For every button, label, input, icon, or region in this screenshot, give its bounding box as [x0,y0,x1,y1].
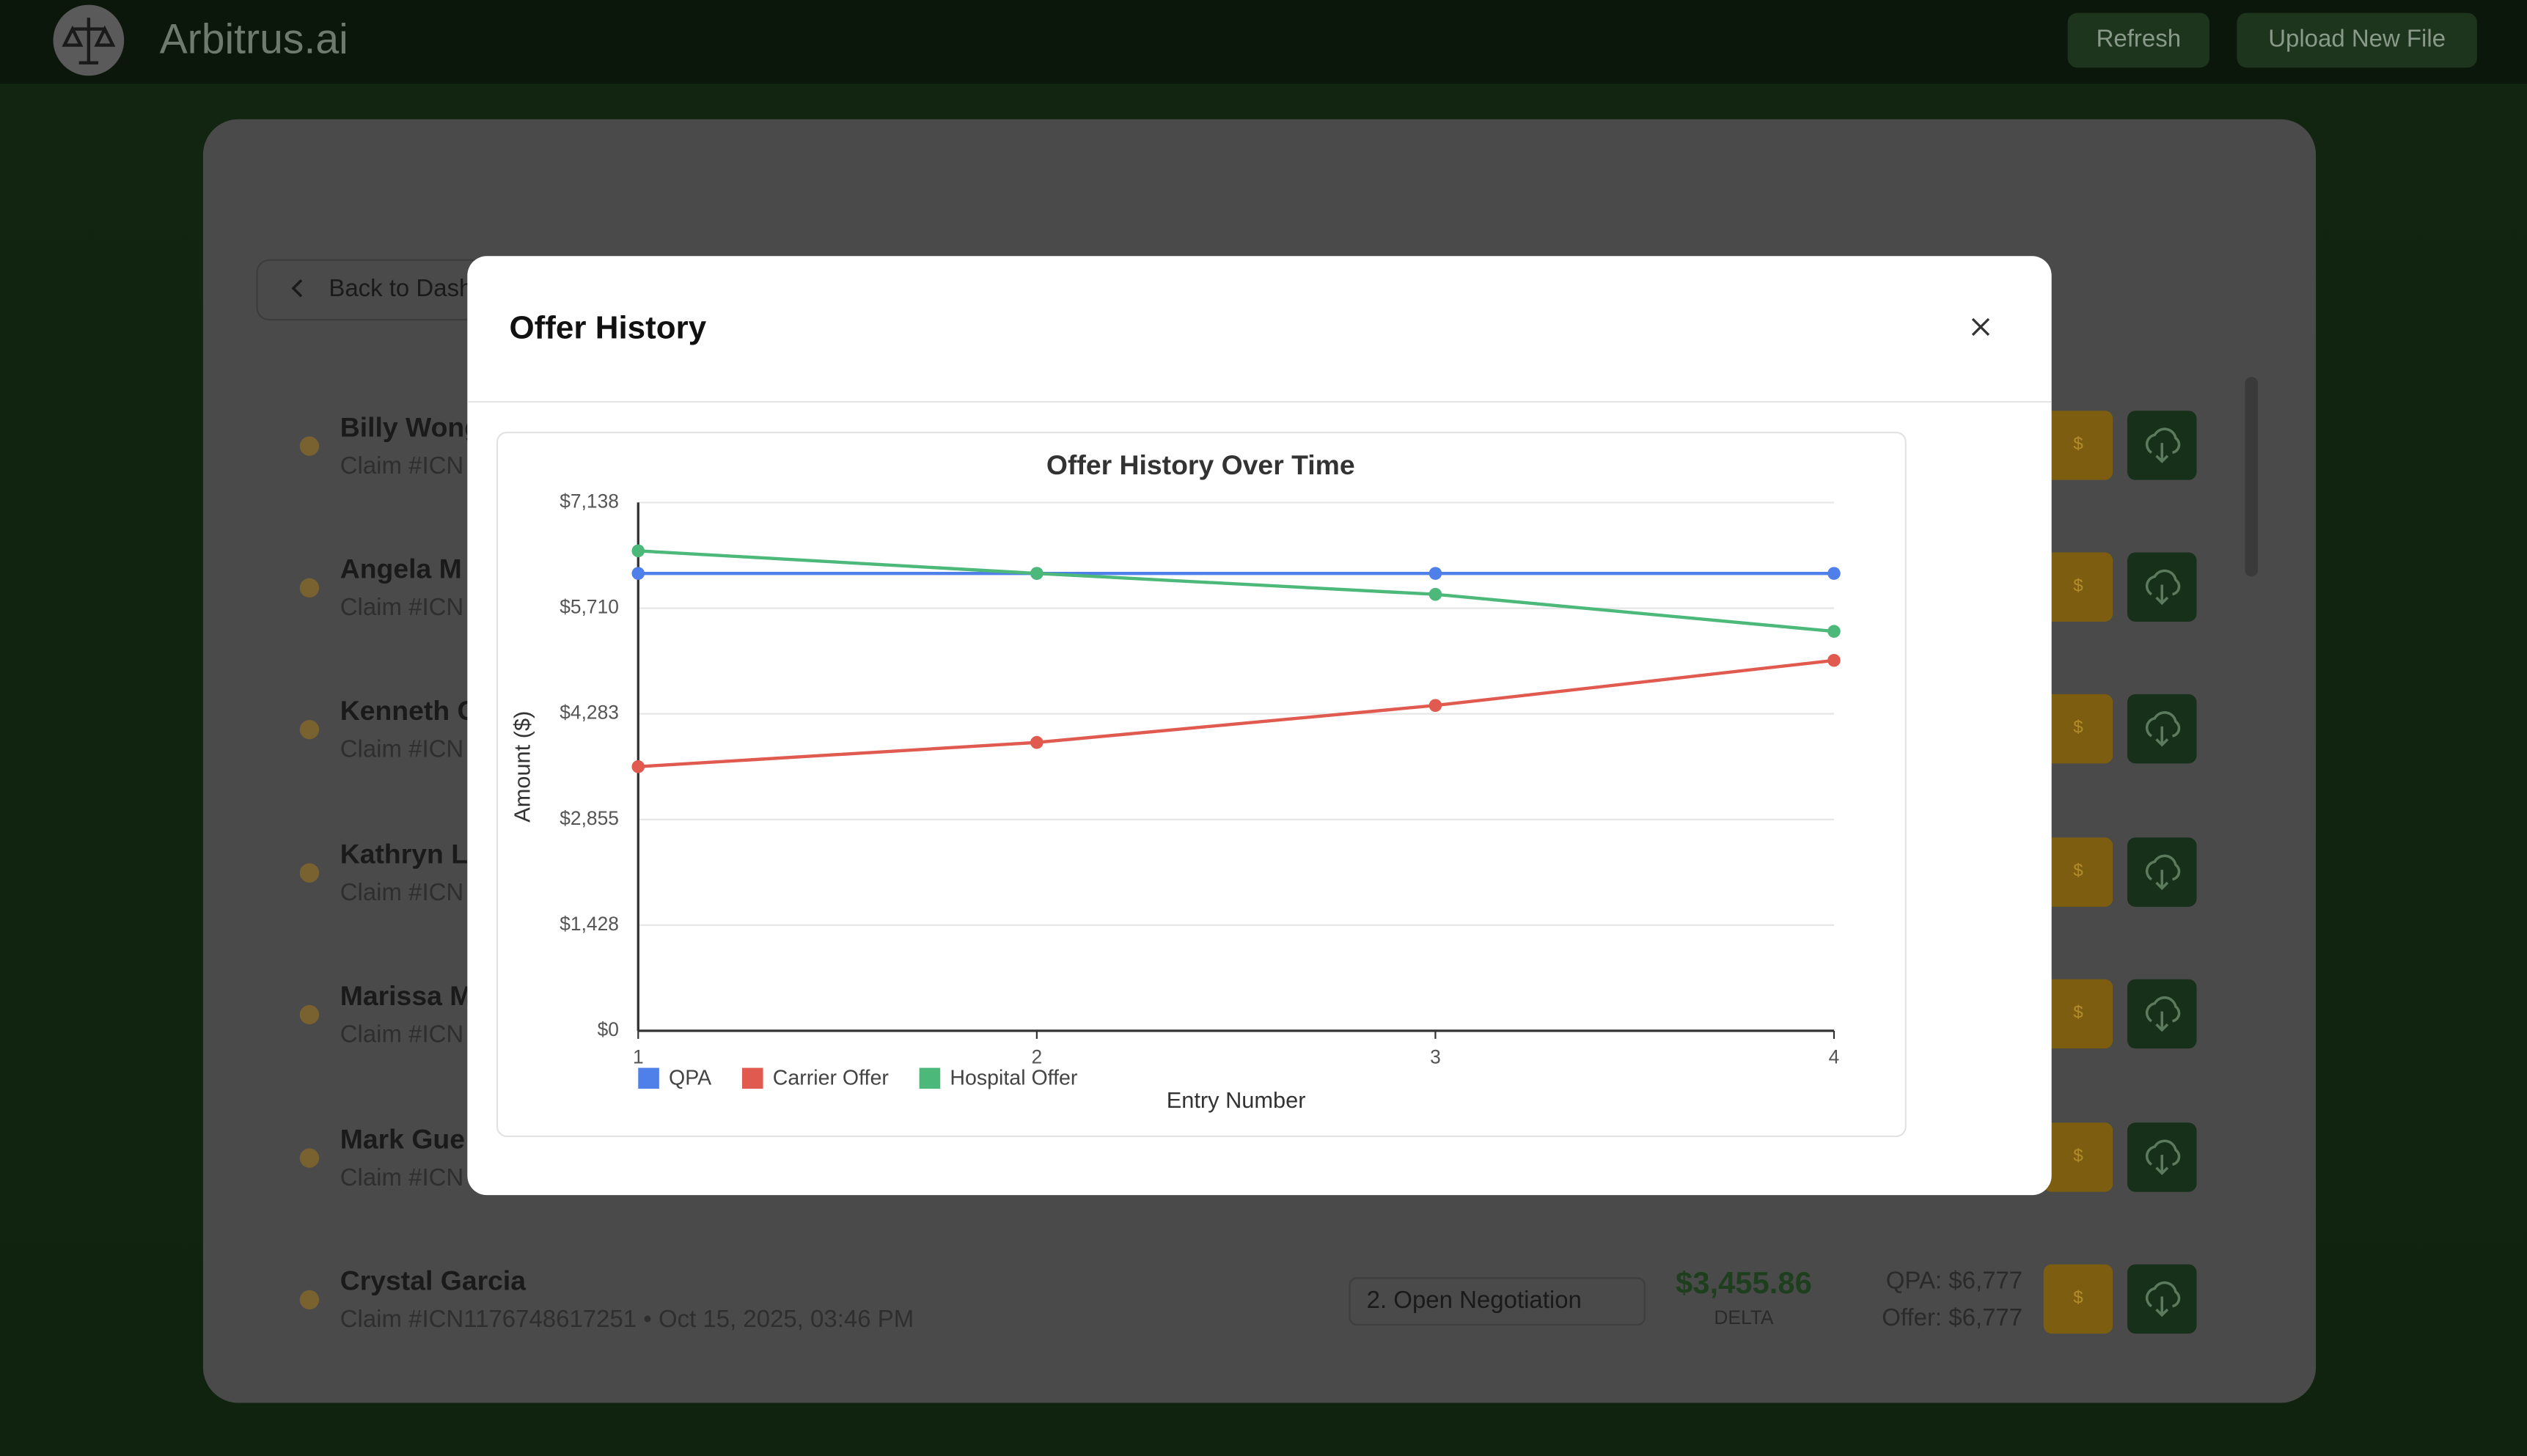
legend-label: QPA [669,1066,711,1089]
y-tick-label: $7,138 [560,490,619,512]
data-point [1827,653,1841,667]
back-icon [291,279,303,298]
status-dot [299,436,320,456]
data-point [1030,735,1044,749]
download-icon [2145,711,2181,747]
claim-info: Claim #ICN [340,1164,464,1192]
legend-label: Hospital Offer [950,1066,1078,1089]
data-point [1827,625,1841,638]
x-tick-label: 2 [1032,1045,1043,1067]
pay-button[interactable]: $ [2043,979,2113,1049]
claim-info: Claim #ICN [340,452,464,480]
chart-title: Offer History Over Time [1046,449,1355,480]
download-button[interactable] [2127,694,2197,764]
y-tick-label: $5,710 [560,596,619,618]
status-dot [299,1004,320,1025]
claim-info: Claim #ICN1176748617251 • Oct 15, 2025, … [340,1306,914,1334]
data-point [1428,699,1442,713]
header: Arbitrus.ai Refresh Upload New File [0,0,2527,84]
x-tick-label: 3 [1430,1045,1441,1067]
y-tick-label: $0 [598,1018,619,1040]
pay-button[interactable]: $ [2043,694,2113,764]
download-icon [2145,996,2181,1032]
pay-button[interactable]: $ [2043,837,2113,907]
brand: Arbitrus.ai [159,14,348,63]
x-tick-label: 1 [633,1045,644,1067]
download-icon [2145,854,2181,891]
legend-label: Carrier Offer [773,1066,890,1089]
chart: Offer History Over Time $0 $1,428 $2,855 $4,… [496,431,1907,1138]
pay-button[interactable]: $ [2043,552,2113,622]
delta-value: $3,455.86 [1676,1267,1812,1302]
data-point [1827,567,1841,580]
download-button[interactable] [2127,837,2197,907]
modal: Offer History Offer History Over Time $0 $… [467,256,2052,1196]
data-point [631,567,645,580]
download-icon [2145,569,2181,606]
refresh-button[interactable]: Refresh [2067,12,2210,68]
download-button[interactable] [2127,979,2197,1049]
claimant-name: Mark Gue [340,1124,466,1155]
upload-button[interactable]: Upload New File [2237,12,2477,68]
legend-swatch [919,1067,941,1089]
status-dot [299,1148,320,1168]
legend-swatch [638,1067,659,1089]
download-button[interactable] [2127,1264,2197,1334]
offer-value: Offer: $6,777 [1882,1304,2023,1332]
status-dot [299,1290,320,1310]
status-dot [299,720,320,740]
download-button[interactable] [2127,411,2197,480]
download-icon [2145,1139,2181,1175]
pay-button[interactable]: $ [2043,411,2113,480]
status-dot [299,863,320,883]
pay-button[interactable]: $ [2043,1264,2113,1334]
data-point [631,544,645,558]
claimant-name: Kathryn L [340,839,469,870]
legend-swatch [741,1067,763,1089]
x-axis-label: Entry Number [1167,1087,1306,1113]
series-line [638,658,1835,768]
pay-button[interactable]: $ [2043,1122,2113,1192]
back-label: Back to Dash [329,275,473,304]
download-icon [2145,427,2181,463]
download-icon [2145,1281,2181,1317]
y-axis-label: Amount ($) [509,711,535,823]
logo [53,4,125,76]
modal-title: Offer History [509,311,707,347]
qpa-value: QPA: $6,777 [1885,1267,2023,1295]
claimant-name: Marissa M [340,980,473,1012]
status-select[interactable]: 2. Open Negotiation [1349,1277,1646,1326]
claim-info: Claim #ICN [340,879,464,907]
claimant-name: Kenneth C [340,696,477,727]
series-line [638,549,1835,633]
close-button[interactable] [1970,316,1992,339]
status-label: 2. Open Negotiation [1366,1287,1582,1315]
claim-info: Claim #ICN [340,735,464,764]
delta-label: DELTA [1714,1306,1774,1329]
data-point [631,760,645,773]
y-tick-label: $4,283 [560,702,619,724]
claimant-name: Angela M [340,554,462,585]
download-button[interactable] [2127,1122,2197,1192]
claimant-name: Billy Wong [340,412,482,444]
status-dot [299,578,320,598]
claimant-name: Crystal Garcia [340,1265,527,1297]
data-point [1428,587,1442,601]
scrollbar[interactable] [2245,377,2258,577]
divider [467,401,2052,403]
y-tick-label: $2,855 [560,807,619,829]
download-button[interactable] [2127,552,2197,622]
data-point [1428,567,1442,580]
data-point [1030,567,1044,580]
claim-info: Claim #ICN [340,594,464,622]
claim-info: Claim #ICN [340,1021,464,1049]
x-tick-label: 4 [1829,1045,1840,1067]
y-tick-label: $1,428 [560,913,619,935]
